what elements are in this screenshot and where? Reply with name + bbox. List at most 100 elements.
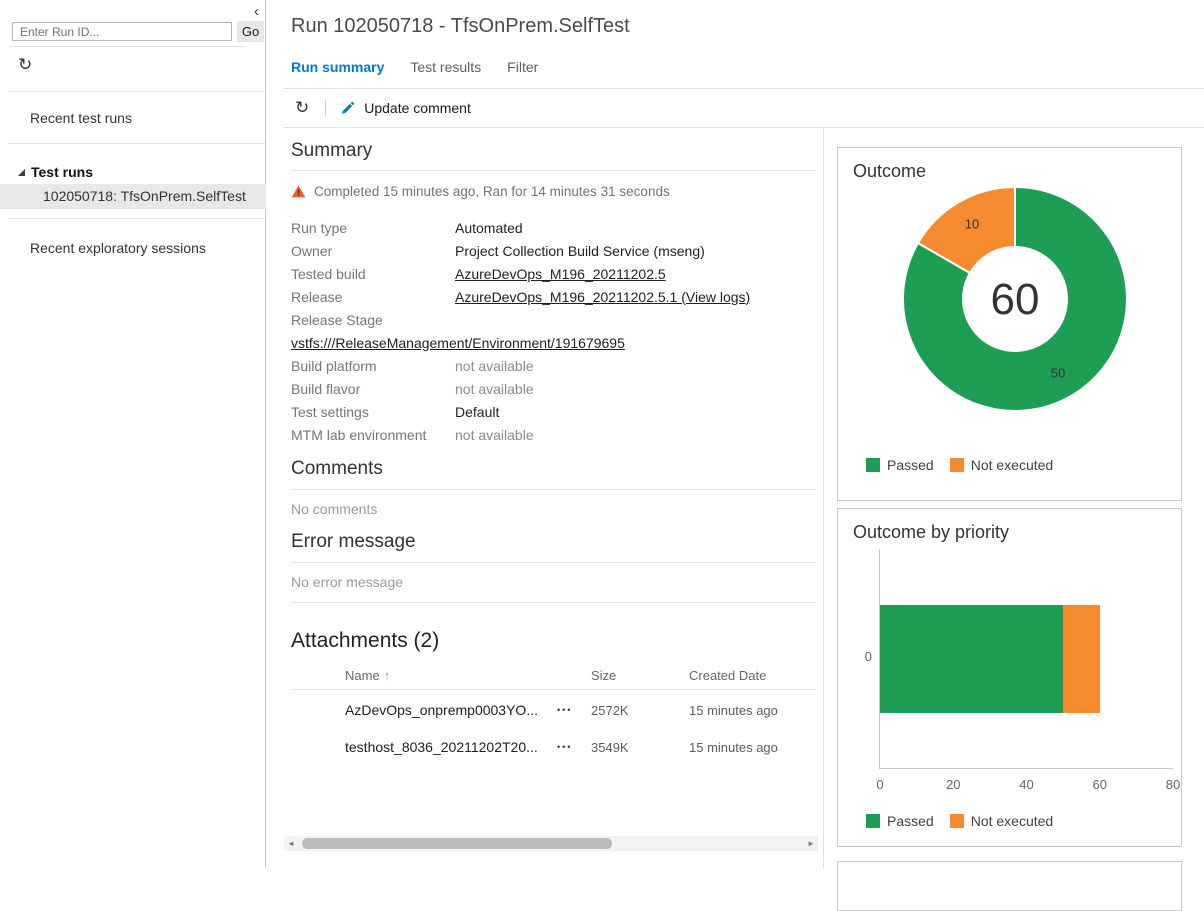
tab-run-summary[interactable]: Run summary <box>291 59 385 75</box>
outcome-by-priority-title: Outcome by priority <box>853 522 1010 542</box>
x-axis-tick-label: 60 <box>1092 777 1107 792</box>
pencil-icon <box>342 101 355 114</box>
scroll-right-icon[interactable]: ► <box>807 839 815 848</box>
comments-empty-text: No comments <box>291 501 378 517</box>
update-comment-label: Update comment <box>364 99 471 116</box>
x-axis-tick-label: 20 <box>946 777 961 792</box>
attachments-table: AzDevOps_onpremp0003YO... ••• 2572K 15 minu… <box>291 693 815 764</box>
field-value: not available <box>455 357 534 374</box>
field-label: Run type <box>291 219 348 236</box>
horizontal-scrollbar[interactable]: ◄ ► <box>284 836 818 851</box>
attachment-name[interactable]: AzDevOps_onpremp0003YO... <box>345 702 538 718</box>
attachment-name[interactable]: testhost_8036_20211202T20... <box>345 739 538 755</box>
column-header-created[interactable]: Created Date <box>689 667 767 683</box>
test-runs-sidebar: ‹ Go ↻ Recent test runs Test runs 102050… <box>0 0 266 868</box>
tree-expanded-icon <box>18 168 25 176</box>
tab-filter[interactable]: Filter <box>507 59 539 75</box>
outcome-by-priority-chart-card: Outcome by priority 0 0 20 40 60 80 Passed No… <box>837 508 1182 847</box>
column-header-size[interactable]: Size <box>591 667 617 683</box>
legend-label: Not executed <box>970 813 1054 829</box>
divider <box>291 489 815 490</box>
bar-segment-passed[interactable] <box>880 605 1064 713</box>
divider <box>291 170 815 171</box>
legend-item: Passed <box>866 813 934 829</box>
donut-segment-value: 10 <box>965 217 979 232</box>
sidebar-item-recent-test-runs[interactable]: Recent test runs <box>30 110 132 126</box>
update-comment-button[interactable]: Update comment <box>340 100 471 116</box>
error-message-empty-text: No error message <box>291 574 404 590</box>
field-label: Tested build <box>291 265 366 282</box>
summary-field-row: Owner Project Collection Build Service (m… <box>291 239 815 262</box>
y-axis-category-label: 0 <box>864 649 872 664</box>
field-label: Build platform <box>291 357 377 374</box>
outcome-chart-title: Outcome <box>853 161 927 181</box>
bar-segment-not-executed[interactable] <box>1063 605 1100 713</box>
scrollbar-thumb[interactable] <box>302 838 612 849</box>
divider <box>291 602 815 603</box>
legend-label: Passed <box>887 457 934 473</box>
tab-test-results[interactable]: Test results <box>410 59 482 75</box>
x-axis-tick-label: 0 <box>876 777 884 792</box>
donut-segment-passed[interactable] <box>902 185 1128 412</box>
attachments-header-row: Name ↑ Size Created Date <box>291 665 815 685</box>
divider <box>291 689 815 690</box>
tree-node-test-runs[interactable]: Test runs <box>18 164 93 180</box>
run-status-text: Completed 15 minutes ago, Ran for 14 min… <box>314 184 670 199</box>
outcome-donut-chart: 50 10 60 <box>902 185 1128 412</box>
legend-swatch <box>949 458 964 472</box>
tree-item-selected-run[interactable]: 102050718: TfsOnPrem.SelfTest <box>0 184 266 209</box>
field-value: not available <box>455 380 534 397</box>
refresh-icon[interactable]: ↻ <box>295 98 310 117</box>
collapse-panel-icon[interactable]: ‹ <box>254 3 259 20</box>
field-label: Test settings <box>291 403 369 420</box>
attachment-menu-icon[interactable]: ••• <box>557 742 573 752</box>
pivot-tabs: Run summary Test results Filter <box>291 59 538 75</box>
field-value-link[interactable]: AzureDevOps_M196_20211202.5.1 (View logs… <box>455 288 751 305</box>
legend-label: Not executed <box>970 457 1054 473</box>
donut-center-total: 60 <box>991 275 1040 324</box>
scroll-left-icon[interactable]: ◄ <box>287 839 295 848</box>
field-value-link[interactable]: vstfs:///ReleaseManagement/Environment/1… <box>291 334 625 351</box>
summary-field-row: MTM lab environment not available <box>291 423 815 446</box>
column-header-name[interactable]: Name ↑ <box>345 668 557 683</box>
run-id-input[interactable] <box>12 22 232 41</box>
chart-legend: Passed Not executed <box>866 457 1053 473</box>
sidebar-item-recent-exploratory-sessions[interactable]: Recent exploratory sessions <box>30 240 206 256</box>
divider <box>291 562 815 563</box>
priority-bar-chart: 0 0 20 40 60 80 <box>865 549 1180 792</box>
field-value: not available <box>455 426 534 443</box>
legend-swatch <box>866 458 880 472</box>
summary-fields: Run type Automated Owner Project Collection… <box>291 216 815 446</box>
scrollbar-track[interactable] <box>298 836 804 851</box>
summary-field-row: Build flavor not available <box>291 377 815 400</box>
field-label: Owner <box>291 242 333 259</box>
attachments-heading: Attachments (2) <box>291 629 440 652</box>
donut-segment-not-executed[interactable] <box>916 185 1016 275</box>
attachment-created-date: 15 minutes ago <box>689 739 778 755</box>
error-message-heading: Error message <box>291 531 416 552</box>
donut-segment-value: 50 <box>1051 365 1065 380</box>
page-title: Run 102050718 - TfsOnPrem.SelfTest <box>291 15 630 37</box>
x-axis-tick-label: 80 <box>1165 777 1181 792</box>
divider <box>283 88 1204 89</box>
x-axis-tick-label: 40 <box>1019 777 1034 792</box>
legend-item: Passed <box>866 457 934 473</box>
summary-field-row: Test settings Default <box>291 400 815 423</box>
attachment-size: 3549K <box>591 739 629 755</box>
legend-swatch <box>866 814 880 828</box>
run-summary-panel: Summary Completed 15 minutes ago, Ran fo… <box>283 128 824 868</box>
attachment-menu-icon[interactable]: ••• <box>557 705 573 715</box>
go-button[interactable]: Go <box>237 21 264 42</box>
refresh-icon[interactable]: ↻ <box>18 55 33 74</box>
summary-field-row: vstfs:///ReleaseManagement/Environment/1… <box>291 331 815 354</box>
summary-field-row: Build platform not available <box>291 354 815 377</box>
run-header: Run 102050718 - TfsOnPrem.SelfTest Run s… <box>283 0 1204 128</box>
toolbar-separator <box>325 99 327 116</box>
field-label: MTM lab environment <box>291 426 427 443</box>
attachment-created-date: 15 minutes ago <box>689 702 778 718</box>
field-value: Default <box>455 403 500 420</box>
toolbar: ↻ Update comment <box>291 95 471 120</box>
chart-legend: Passed Not executed <box>866 813 1053 829</box>
field-value-link[interactable]: AzureDevOps_M196_20211202.5 <box>455 265 666 282</box>
legend-item: Not executed <box>949 813 1054 829</box>
